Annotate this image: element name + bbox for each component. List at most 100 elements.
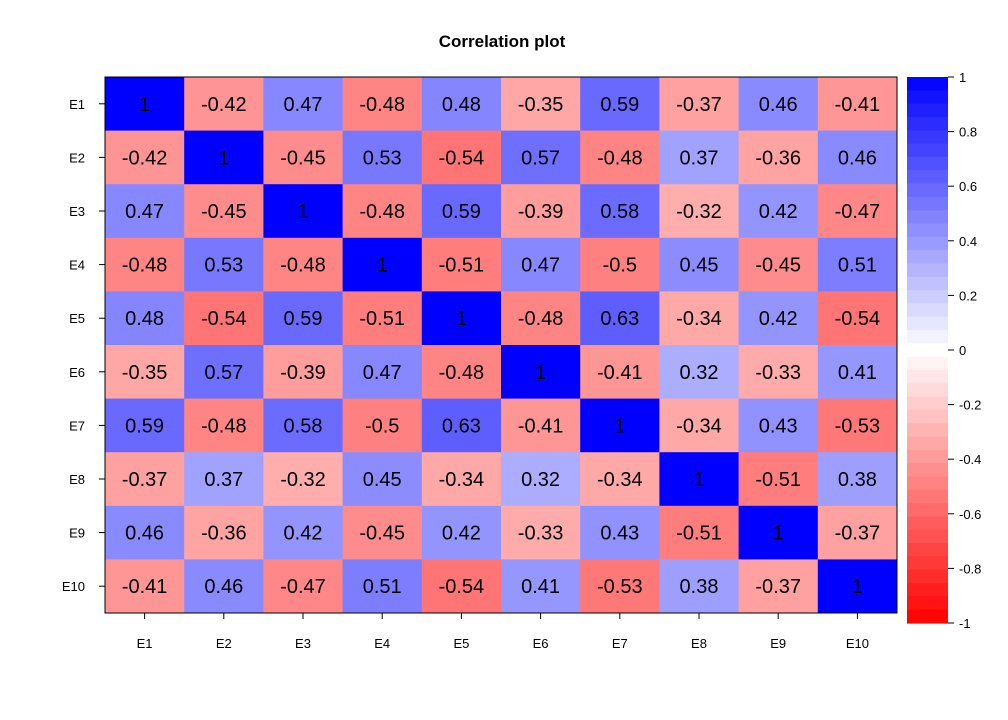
x-tick-label: E10	[846, 636, 869, 651]
y-tick-label: E5	[69, 311, 85, 326]
heatmap-cell	[184, 505, 264, 560]
cell-value-label: 0.58	[600, 201, 639, 223]
legend-color-step	[907, 143, 948, 158]
legend-color-step	[907, 276, 948, 291]
legend-color-step	[907, 476, 948, 491]
heatmap-cell	[738, 77, 819, 132]
heatmap-cell	[501, 77, 581, 132]
heatmap-cell	[659, 398, 740, 453]
heatmap-cell	[184, 130, 264, 185]
heatmap-cell	[659, 77, 740, 132]
cell-value-label: 0.46	[204, 576, 243, 598]
cell-value-label: -0.37	[755, 576, 801, 598]
cell-value-label: -0.36	[755, 147, 801, 169]
heatmap-cell	[501, 398, 581, 453]
heatmap-cells	[105, 77, 898, 614]
heatmap-cell	[501, 452, 581, 507]
legend-color-step	[907, 543, 948, 558]
heatmap-cell	[105, 559, 185, 614]
cell-value-label: 0.43	[600, 523, 639, 545]
cell-value-label: -0.54	[835, 308, 881, 330]
heatmap-cell	[184, 291, 264, 346]
legend-color-step	[907, 330, 948, 344]
heatmap-cell	[659, 505, 740, 560]
y-tick-label: E1	[69, 97, 85, 112]
cell-value-label: -0.37	[835, 523, 881, 545]
cell-value-label: 0.51	[363, 576, 402, 598]
heatmap-cell	[263, 184, 344, 239]
cell-value-label: 0.46	[759, 94, 798, 116]
heatmap-cell	[738, 452, 819, 507]
heatmap-cell	[659, 452, 740, 507]
heatmap-cell	[184, 398, 264, 453]
cell-value-label: 0.47	[125, 201, 164, 223]
cell-value-label: 0.53	[363, 147, 402, 169]
cell-value-label: 0.58	[284, 415, 323, 437]
legend-color-step	[907, 583, 948, 597]
heatmap-cell	[817, 77, 898, 132]
x-tick-label: E4	[374, 636, 390, 651]
cell-value-label: -0.47	[835, 201, 881, 223]
cell-value-label: -0.48	[518, 308, 564, 330]
x-tick-label: E6	[533, 636, 549, 651]
cell-value-label: -0.45	[359, 523, 405, 545]
cell-value-label: 0.53	[204, 255, 243, 277]
y-tick-label: E2	[69, 150, 85, 165]
cell-value-label: -0.37	[676, 94, 722, 116]
heatmap-cell	[421, 398, 502, 453]
legend-color-step	[907, 223, 948, 238]
heatmap-cell	[817, 559, 898, 614]
cell-value-label: -0.41	[122, 576, 168, 598]
y-tick-label: E8	[69, 472, 85, 487]
cell-value-label: -0.34	[676, 415, 722, 437]
heatmap-cell	[421, 291, 502, 346]
legend-color-step	[907, 489, 948, 504]
heatmap-cell	[580, 184, 660, 239]
cell-value-label: -0.34	[439, 469, 485, 491]
cell-value-label: -0.54	[439, 147, 485, 169]
cell-value-label: -0.48	[280, 255, 326, 277]
heatmap-cell	[105, 237, 185, 292]
legend-color-step	[907, 290, 948, 304]
cell-value-label: 0.42	[759, 308, 798, 330]
cell-value-label: 1	[614, 415, 625, 437]
cell-value-label: 0.45	[680, 255, 719, 277]
heatmap-cell	[184, 237, 264, 292]
y-tick-label: E6	[69, 365, 85, 380]
cell-value-label: -0.36	[201, 523, 247, 545]
heatmap-cell	[580, 398, 660, 453]
y-tick-label: E9	[69, 526, 85, 541]
legend-color-step	[907, 170, 948, 185]
cell-value-label: 0.48	[442, 94, 481, 116]
x-axis: E1 E2 E3 E4 E5 E6 E7 E8 E9 E10	[137, 613, 869, 651]
heatmap-cell	[421, 237, 502, 292]
heatmap-cell	[105, 505, 185, 560]
cell-value-label: 0.42	[284, 523, 323, 545]
legend-color-step	[907, 596, 948, 611]
cell-value-label: -0.33	[755, 362, 801, 384]
heatmap-cell	[817, 452, 898, 507]
heatmap-cell	[342, 452, 423, 507]
x-tick-label: E5	[453, 636, 469, 651]
heatmap-cell	[738, 345, 819, 400]
heatmap-cell	[738, 291, 819, 346]
heatmap-cell	[659, 184, 740, 239]
cell-value-label: -0.48	[122, 255, 168, 277]
y-tick-label: E4	[69, 258, 85, 273]
x-tick-label: E8	[691, 636, 707, 651]
heatmap-cell	[580, 345, 660, 400]
x-tick-label: E3	[295, 636, 311, 651]
legend-color-step	[907, 77, 948, 91]
legend-tick-label: 0	[959, 343, 966, 358]
heatmap-cell	[817, 130, 898, 185]
heatmap-cell	[659, 130, 740, 185]
heatmap-cell	[501, 505, 581, 560]
cell-value-label: 1	[535, 362, 546, 384]
heatmap-cell	[184, 559, 264, 614]
heatmap-cell	[580, 77, 660, 132]
legend-color-step	[907, 449, 948, 464]
x-tick-label: E2	[216, 636, 232, 651]
heatmap-cell	[501, 184, 581, 239]
cell-value-label: 0.47	[284, 94, 323, 116]
cell-value-label: -0.51	[676, 523, 722, 545]
